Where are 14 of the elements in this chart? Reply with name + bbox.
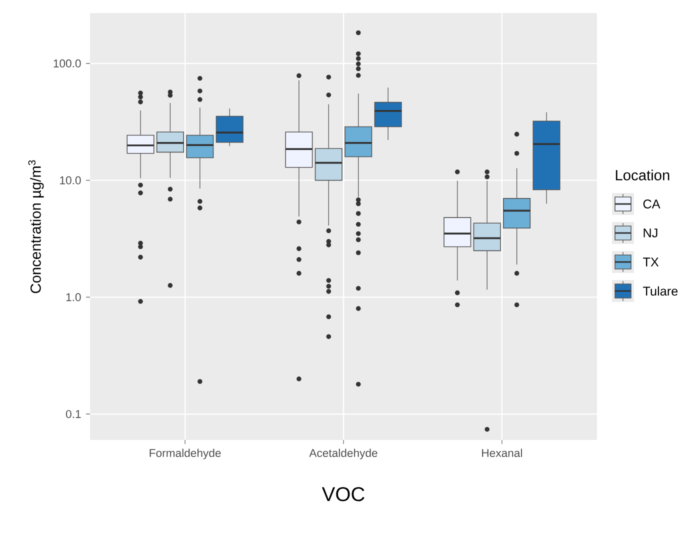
legend-label: TX [643,258,659,266]
legend-label: Tulare [643,286,678,296]
y-tick-label: 100.0 [54,59,81,68]
x-tick-label: Hexanal [482,448,522,458]
legend-label: CA [643,200,660,208]
y-tick-label: 1.0 [66,293,81,302]
x-axis-title: VOC [322,487,364,502]
y-tick-label: 0.1 [66,410,81,418]
x-tick-label: Formaldehyde [150,448,221,460]
legend-title: Location [616,170,670,180]
y-axis-title: Concentration µg/m$^{3}$ [28,160,44,294]
x-tick-label: Acetaldehyde [309,448,378,460]
y-tick-label: 10.0 [60,176,81,184]
legend-label: NJ [644,228,658,238]
